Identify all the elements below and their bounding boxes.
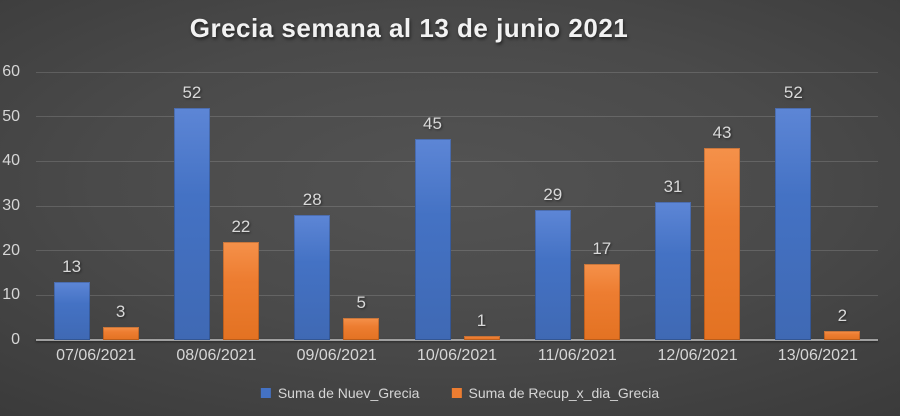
gridline <box>36 71 878 73</box>
bar-Suma de Recup_x_dia_Grecia-08/06/2021 <box>222 241 259 340</box>
x-axis-tick-label: 12/06/2021 <box>657 347 738 364</box>
y-axis-tick-label: 30 <box>2 197 20 214</box>
x-axis-tick-label: 11/06/2021 <box>537 347 617 364</box>
bar-Suma de Nuev_Grecia-08/06/2021 <box>173 107 210 340</box>
gridline <box>36 294 878 296</box>
y-axis-tick-label: 10 <box>2 286 20 304</box>
bar-Suma de Recup_x_dia_Grecia-07/06/2021 <box>102 326 139 340</box>
bar-value-label: 1 <box>476 310 487 330</box>
bar-value-label: 31 <box>663 176 683 196</box>
gridline <box>36 205 878 207</box>
legend-label: Suma de Nuev_Grecia <box>277 385 420 401</box>
bar-Suma de Nuev_Grecia-11/06/2021 <box>534 210 571 340</box>
gridline <box>36 250 878 252</box>
bar-Suma de Recup_x_dia_Grecia-13/06/2021 <box>824 331 861 340</box>
bar-Suma de Nuev_Grecia-10/06/2021 <box>414 139 451 340</box>
bar-Suma de Recup_x_dia_Grecia-11/06/2021 <box>583 264 620 340</box>
legend-label: Suma de Recup_x_dia_Grecia <box>468 385 660 401</box>
x-axis-tick-label: 09/06/2021 <box>296 347 377 364</box>
bar-value-label: 22 <box>231 216 251 236</box>
y-axis-tick-label: 0 <box>11 331 20 348</box>
x-axis-tick-label: 07/06/2021 <box>56 347 137 364</box>
legend-swatch-icon <box>260 388 271 398</box>
y-axis-tick-label: 50 <box>2 107 20 125</box>
bar-Suma de Nuev_Grecia-09/06/2021 <box>294 214 331 340</box>
y-axis-tick-label: 40 <box>2 152 20 170</box>
bar-Suma de Recup_x_dia_Grecia-10/06/2021 <box>463 335 500 340</box>
legend-item: Suma de Nuev_Grecia <box>260 385 420 401</box>
x-axis-line <box>36 339 878 341</box>
x-axis-tick-label: 08/06/2021 <box>176 347 257 364</box>
bar-value-label: 52 <box>783 82 803 102</box>
bar-value-label: 52 <box>182 82 202 102</box>
bar-Suma de Nuev_Grecia-12/06/2021 <box>655 201 692 340</box>
bar-Suma de Nuev_Grecia-13/06/2021 <box>775 107 812 340</box>
bar-value-label: 43 <box>712 122 732 142</box>
bar-value-label: 5 <box>356 292 366 312</box>
bar-Suma de Nuev_Grecia-07/06/2021 <box>53 281 90 340</box>
bar-value-label: 13 <box>62 256 82 276</box>
bar-value-label: 2 <box>837 306 848 326</box>
y-axis-tick-label: 60 <box>2 63 20 80</box>
x-axis-tick-label: 13/06/2021 <box>777 347 858 364</box>
chart-title: Grecia semana al 13 de junio 2021 <box>189 13 629 43</box>
legend-swatch-icon <box>451 388 462 398</box>
bar-value-label: 17 <box>592 239 612 259</box>
legend-item: Suma de Recup_x_dia_Grecia <box>451 386 659 400</box>
gridline <box>36 160 878 162</box>
bar-value-label: 3 <box>115 301 126 321</box>
bar-Suma de Recup_x_dia_Grecia-09/06/2021 <box>343 317 380 340</box>
gridline <box>36 116 878 118</box>
bar-value-label: 45 <box>423 114 442 133</box>
legend: Suma de Nuev_Grecia Suma de Recup_x_dia_G… <box>260 385 659 401</box>
bar-value-label: 28 <box>302 189 322 209</box>
y-axis-tick-label: 20 <box>2 241 20 259</box>
bar-value-label: 29 <box>543 185 563 205</box>
bar-Suma de Recup_x_dia_Grecia-12/06/2021 <box>704 147 741 340</box>
x-axis-tick-label: 10/06/2021 <box>416 347 498 364</box>
